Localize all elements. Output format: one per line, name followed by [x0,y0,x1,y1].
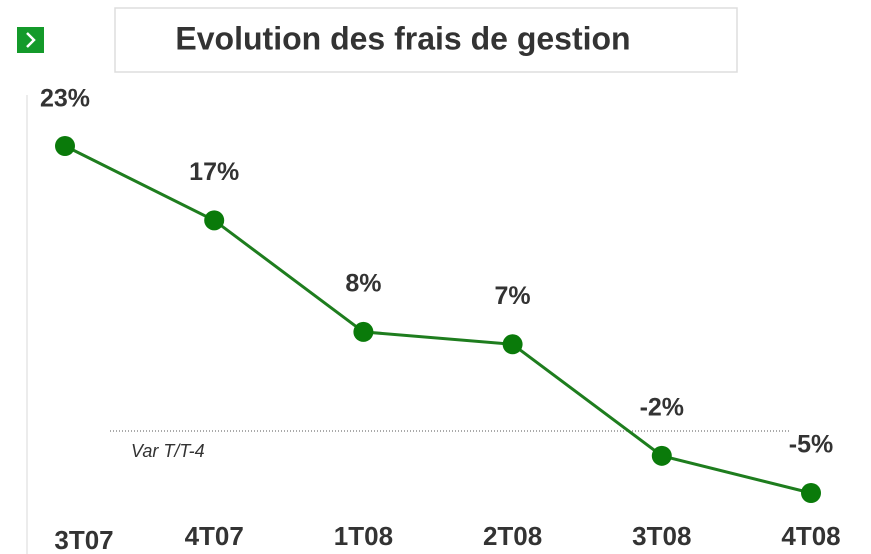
title-icon-chevron [26,32,36,48]
chart-title: Evolution des frais de gestion [175,20,630,56]
point [204,210,225,231]
x-tick-label: 2T08 [483,521,542,551]
x-tick-label: 4T07 [185,521,244,551]
x-tick-label: 1T08 [334,521,393,551]
x-tick-label: 3T07 [54,525,113,554]
point [502,334,523,355]
series-line [64,144,812,495]
value-label: 17% [189,158,239,186]
x-tick-label: 3T08 [632,521,691,551]
title-box [114,7,738,73]
value-label: 8% [345,270,381,298]
annotation: Var T/T-4 [131,441,205,461]
point [801,483,821,503]
point [651,445,672,466]
value-label: -2% [640,393,684,421]
value-label: 23% [40,85,90,113]
x-tick-label: 4T08 [781,521,840,551]
title-icon [17,27,44,53]
point [353,321,374,342]
point [55,136,75,156]
value-label: -5% [789,431,833,459]
value-label: 7% [495,282,531,310]
